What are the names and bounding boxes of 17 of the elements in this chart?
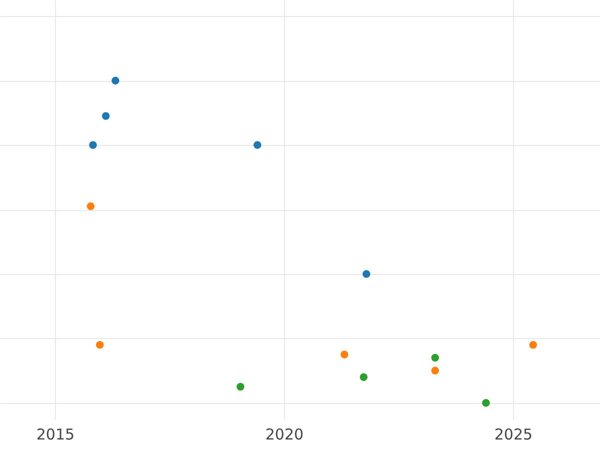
x-tick-label: 2015 (36, 426, 75, 444)
x-tick-label: 2020 (265, 426, 304, 444)
point (102, 112, 110, 120)
point (89, 141, 97, 149)
point (96, 341, 104, 349)
point (482, 399, 490, 407)
point (340, 350, 348, 358)
point (236, 382, 244, 391)
point (86, 202, 95, 210)
point (362, 270, 370, 278)
point (360, 373, 368, 381)
point (431, 354, 439, 362)
point (254, 141, 262, 149)
point (431, 366, 439, 375)
x-tick-label: 2025 (494, 426, 533, 444)
point (112, 76, 120, 84)
point (529, 341, 538, 349)
